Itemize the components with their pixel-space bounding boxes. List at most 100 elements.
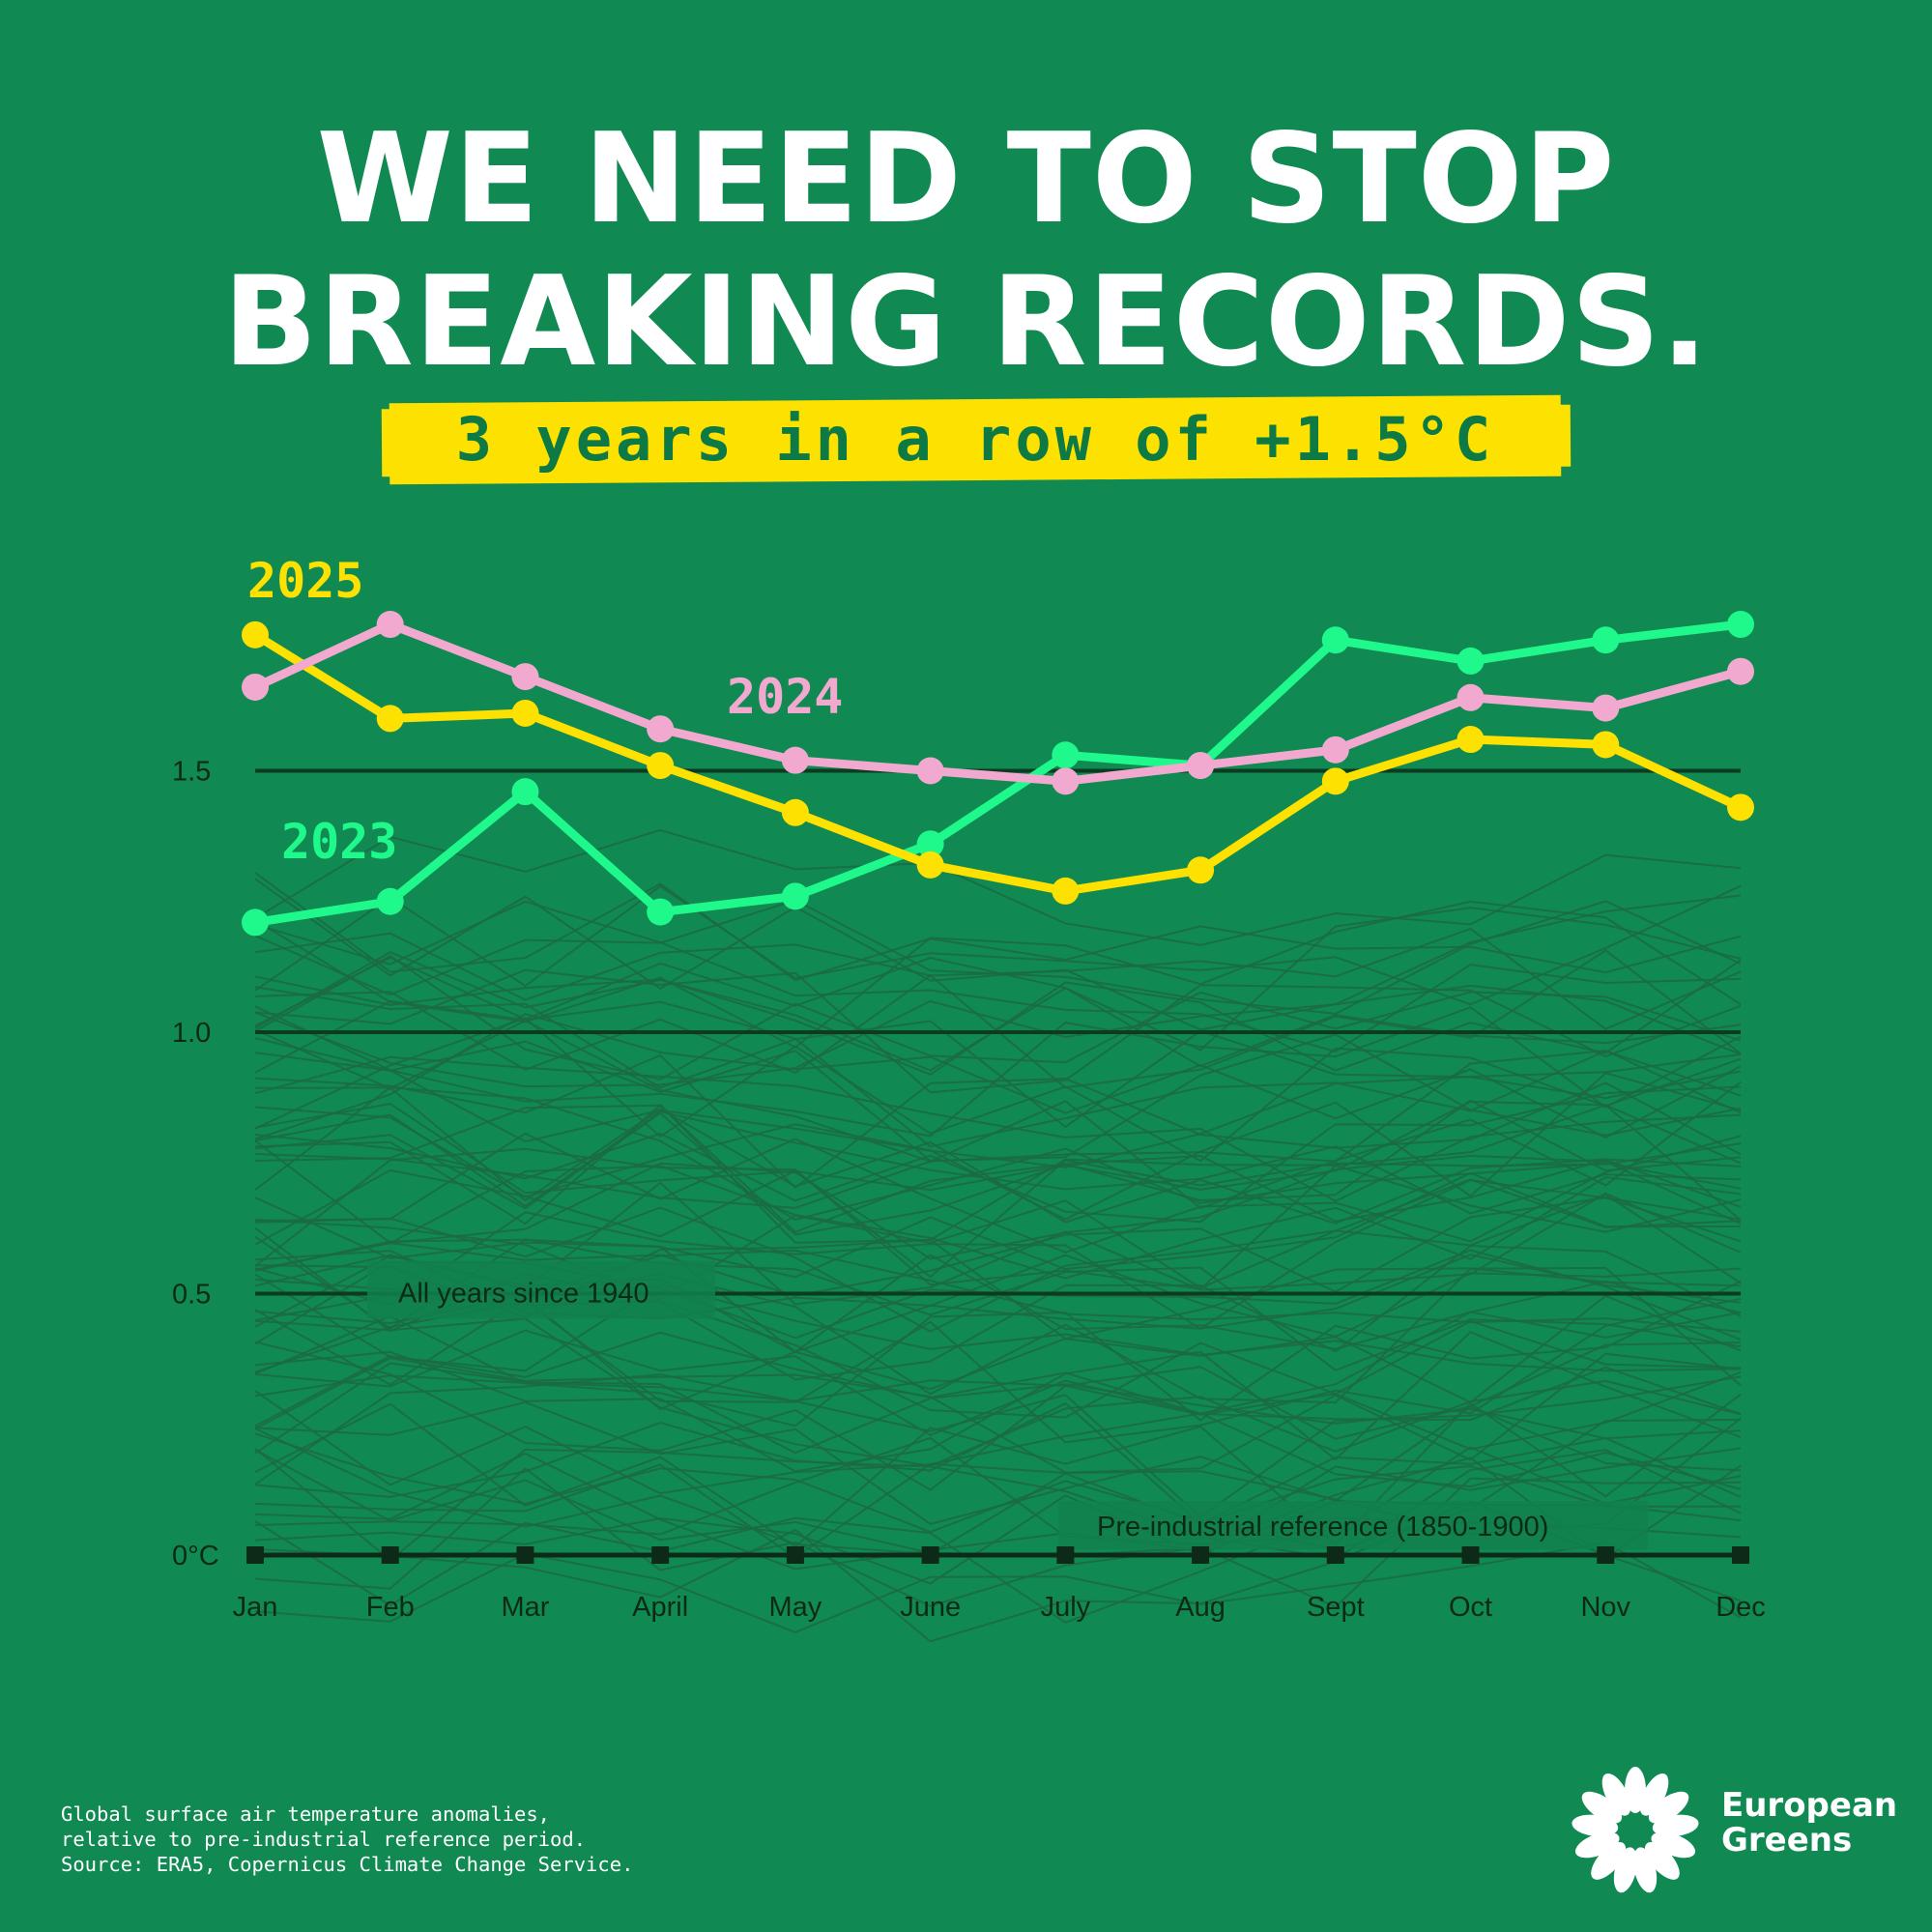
historic-year-line: [254, 1178, 1742, 1301]
annotations: All years since 1940 Pre-industrial refer…: [367, 1260, 1648, 1549]
historic-year-line: [254, 1099, 1742, 1236]
historic-label-bg: [367, 1260, 715, 1319]
historic-year-line: [254, 1147, 1742, 1290]
x-tick-marker: [1461, 1546, 1480, 1564]
x-tick-label: Nov: [1580, 1592, 1630, 1623]
title-line-1: WE NEED TO STOP: [316, 107, 1616, 251]
historic-year-line: [254, 1427, 1742, 1555]
data-point-2024: [647, 715, 675, 743]
historic-year-line: [254, 872, 1742, 982]
data-point-2025: [511, 699, 539, 727]
logo-petal: [1632, 1847, 1658, 1893]
historic-year-line: [254, 1317, 1742, 1467]
data-point-2024: [1592, 694, 1620, 722]
x-tick-marker: [1326, 1546, 1344, 1564]
footnote: Global surface air temperature anomalies…: [61, 1802, 633, 1877]
historic-year-line: [254, 1193, 1742, 1333]
historic-year-line: [254, 1331, 1742, 1473]
y-tick-label: 0.5: [172, 1280, 211, 1311]
data-point-2025: [1321, 767, 1349, 795]
x-tick-marker: [921, 1546, 939, 1564]
logo-petal: [1591, 1842, 1627, 1880]
historic-year-line: [254, 1132, 1742, 1254]
data-point-2025: [242, 620, 269, 649]
historic-annotation: All years since 1940: [398, 1279, 649, 1310]
y-tick-label: 1.5: [172, 757, 211, 788]
historic-year-line: [254, 1400, 1742, 1525]
logo-line-2: Greens: [1721, 1821, 1853, 1860]
data-point-2025: [376, 705, 404, 733]
data-point-2023: [1321, 626, 1349, 654]
x-tick-label: Sept: [1307, 1592, 1365, 1623]
grid: 0°C 0.5 1.0 1.5: [172, 757, 1741, 1572]
historic-year-line: [254, 900, 1742, 1049]
historic-year-line: [254, 1171, 1742, 1279]
historic-year-line: [254, 1362, 1742, 1455]
data-point-2025: [1592, 731, 1620, 759]
data-point-2024: [781, 746, 809, 774]
series-label-2024: 2024: [727, 669, 843, 725]
series: 2023 2025 2024: [242, 553, 1754, 937]
data-point-2024: [1052, 767, 1080, 795]
footnote-line-1: Global surface air temperature anomalies…: [61, 1802, 551, 1826]
data-point-2023: [916, 830, 944, 858]
historic-year-line: [254, 1033, 1742, 1163]
x-tick-label: Dec: [1716, 1592, 1766, 1623]
logo-petal: [1601, 1773, 1631, 1816]
series-line-2025: [252, 630, 1743, 896]
historic-year-line: [254, 1329, 1742, 1437]
data-point-2023: [242, 908, 269, 937]
historic-year-line: [254, 1393, 1742, 1548]
data-point-2023: [1456, 647, 1485, 675]
x-tick-marker: [1056, 1546, 1075, 1564]
data-point-2023: [1592, 626, 1620, 654]
logo-petal: [1648, 1791, 1689, 1824]
data-point-2025: [1727, 793, 1754, 822]
historic-year-line: [254, 1072, 1742, 1221]
series-label-2023: 2023: [281, 814, 397, 870]
historic-year-line: [254, 1447, 1742, 1571]
historic-year-line: [254, 1103, 1742, 1244]
series-2023: 2023: [242, 611, 1754, 937]
x-tick-marker: [651, 1546, 670, 1564]
historic-year-line: [254, 1436, 1742, 1545]
data-point-2023: [781, 882, 809, 910]
x-tick-marker: [1597, 1546, 1615, 1564]
historic-year-line: [254, 968, 1742, 1094]
historic-year-line: [254, 828, 1742, 946]
data-point-2025: [1456, 726, 1485, 754]
historic-year-line: [254, 1086, 1742, 1225]
logo-petal: [1652, 1814, 1699, 1837]
logo-petal: [1581, 1791, 1623, 1824]
logo-line-1: European: [1721, 1786, 1898, 1825]
logo-petal: [1644, 1842, 1680, 1880]
logo-petal: [1574, 1831, 1620, 1859]
historic-year-line: [254, 1104, 1742, 1233]
historic-year-line: [254, 1178, 1742, 1330]
y-tick-label: 0°C: [172, 1541, 219, 1572]
data-point-2025: [916, 851, 944, 879]
x-tick-label: June: [900, 1592, 961, 1623]
logo-center: [1622, 1817, 1649, 1844]
data-point-2025: [1052, 877, 1080, 905]
historic-year-line: [254, 984, 1742, 1088]
data-point-2024: [242, 673, 269, 701]
historic-year-line: [254, 1447, 1742, 1562]
title-line-2: BREAKING RECORDS.: [222, 250, 1710, 394]
data-point-2023: [647, 898, 675, 926]
data-point-2025: [781, 798, 809, 826]
historic-year-line: [254, 1085, 1742, 1224]
reference-annotation: Pre-industrial reference (1850-1900): [1097, 1512, 1548, 1543]
historic-year-line: [254, 899, 1742, 1015]
historic-year-line: [254, 951, 1742, 1072]
x-tick-marker: [246, 1546, 264, 1564]
axes: Jan Feb Mar April May June July Aug Sept Oct Nov De…: [233, 1546, 1766, 1623]
footnote-line-2: relative to pre-industrial reference per…: [61, 1828, 587, 1851]
x-tick-label: Mar: [501, 1592, 549, 1623]
data-point-2023: [1727, 611, 1754, 639]
data-point-2023: [376, 887, 404, 915]
x-tick-label: Jan: [233, 1592, 278, 1623]
historic-year-line: [254, 1100, 1742, 1195]
historic-year-line: [254, 1273, 1742, 1372]
